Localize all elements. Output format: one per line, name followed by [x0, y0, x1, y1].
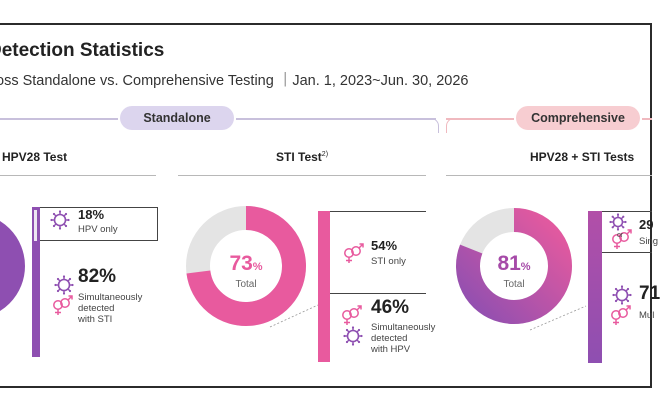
- gender-symbols-icon: [344, 243, 364, 263]
- sti-breakdown-bar: [318, 211, 330, 362]
- hpv28-separator-top: [40, 207, 158, 208]
- hpv28-breakdown-bar: [32, 207, 40, 357]
- combined-or-label: or: [617, 232, 624, 239]
- hpv28-donut: [0, 221, 25, 311]
- gender-glyph: [342, 305, 362, 325]
- panel-title-hpv28: HPV28 Test: [2, 150, 68, 164]
- virus-icon: [50, 210, 70, 230]
- standalone-divider-hook: [430, 118, 439, 133]
- virus-gender-icon: [53, 275, 74, 315]
- sti-total-label: Total: [235, 279, 256, 290]
- virus-glyph: [50, 210, 70, 230]
- standalone-divider-left: [0, 118, 118, 120]
- hpv28-separator-mid: [40, 240, 158, 241]
- virus-glyph: [343, 326, 363, 346]
- gender-glyph: [344, 243, 364, 263]
- virus-gender-icon: [611, 285, 632, 325]
- comprehensive-divider-right: [642, 118, 652, 120]
- virus-glyph: [54, 275, 74, 295]
- combined-leader-line: [529, 305, 587, 331]
- sti-separator-mid: [330, 293, 426, 294]
- gender-glyph: [53, 295, 73, 315]
- hpv28-hpv-only-label: HPV only: [78, 224, 118, 235]
- combined-leader-lines: [529, 305, 587, 331]
- standalone-group-label: Standalone: [120, 106, 234, 130]
- sti-separator-top: [330, 211, 426, 212]
- bottom-border: [0, 386, 652, 388]
- gender-glyph: [612, 229, 632, 249]
- sti-co-detected-label: Simultaneously detected with HPV: [371, 322, 436, 355]
- combined-donut-slice: [456, 208, 572, 324]
- sti-total-value: 73%: [229, 252, 262, 275]
- hpv28-co-detected-value: 82%: [78, 266, 117, 287]
- virus-glyph: [612, 285, 632, 305]
- combined-multi-label: Mul: [639, 310, 655, 321]
- right-border: [650, 23, 652, 388]
- sti-donut: 73% Total: [186, 206, 306, 326]
- panel-title-sti: STI Test2): [276, 150, 329, 164]
- sti-co-detected-value: 46%: [371, 297, 410, 318]
- comprehensive-divider-left: [446, 118, 514, 120]
- gender-glyph: [611, 305, 631, 325]
- hpv28-bar-highlight: [34, 210, 37, 241]
- comprehensive-divider-hook: [446, 118, 455, 133]
- combined-single-value: 29: [639, 217, 654, 232]
- sti-donut-slice: [186, 206, 306, 326]
- panel-underline-hpv28: [0, 175, 156, 176]
- combined-donut: 81% Total: [456, 208, 572, 324]
- combined-total-label: Total: [503, 279, 524, 290]
- combined-breakdown-bar: [588, 211, 602, 363]
- panel-underline-sti: [178, 175, 426, 176]
- combined-single-label: Sing: [639, 236, 659, 247]
- hpv28-hpv-only-value: 18%: [78, 207, 105, 222]
- hpv28-co-detected-label: Simultaneously detected with STI: [78, 292, 143, 325]
- virus-glyph: [609, 213, 627, 231]
- page-title: Detection Statistics: [0, 40, 165, 61]
- sti-leader-line: [269, 304, 319, 328]
- page-subtitle: oss Standalone vs. Comprehensive Testing…: [0, 73, 469, 89]
- combined-separator-mid: [602, 252, 652, 253]
- comprehensive-group-label: Comprehensive: [516, 106, 640, 130]
- combined-multi-value: 71: [639, 283, 660, 304]
- sti-leader-lines: [269, 304, 319, 328]
- sti-only-value: 54%: [371, 238, 398, 253]
- panel-underline-combined: [446, 175, 652, 176]
- sti-only-label: STI only: [371, 256, 406, 267]
- virus-or-gender-icon: [609, 213, 632, 249]
- hpv28-separator-edge: [157, 207, 158, 241]
- hpv28-donut-slice: [0, 221, 25, 311]
- standalone-divider-right: [236, 118, 436, 120]
- gender-virus-icon: [342, 305, 363, 346]
- combined-total-value: 81%: [497, 252, 530, 275]
- combined-separator-top: [602, 211, 652, 212]
- panel-title-combined: HPV28 + STI Tests: [530, 150, 635, 164]
- top-border: [0, 23, 652, 25]
